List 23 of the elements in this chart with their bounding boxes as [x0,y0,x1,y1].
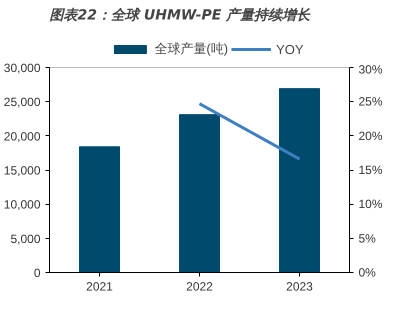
y-tick-label: 0 [34,266,41,280]
y2-tick-label: 10% [358,197,383,212]
bar [279,88,320,272]
y-tick-label: 5,000 [10,232,41,246]
legend-label: 全球产量(吨) [154,40,228,58]
y2-tick-label: 5% [358,231,376,246]
y2-tick-label: 20% [358,128,383,143]
y2-tick-label: 0% [358,266,376,280]
legend-label: YOY [276,42,304,56]
bar [79,146,120,272]
y-tick-label: 30,000 [4,61,41,75]
x-tick-label: 2023 [286,280,314,294]
x-tick-label: 2021 [86,280,114,294]
chart-title: 图表22：全球 UHMW-PE 产量持续增长 [50,6,312,24]
x-tick-label: 2022 [186,280,214,294]
y-tick-label: 25,000 [4,95,41,110]
y-tick-label: 15,000 [4,164,41,178]
y2-tick-label: 15% [358,163,383,177]
y-tick-label: 20,000 [4,129,41,144]
y-tick-label: 10,000 [4,198,41,212]
bar [179,114,220,272]
y2-tick-label: 25% [358,94,383,109]
y2-tick-label: 30% [358,62,383,76]
